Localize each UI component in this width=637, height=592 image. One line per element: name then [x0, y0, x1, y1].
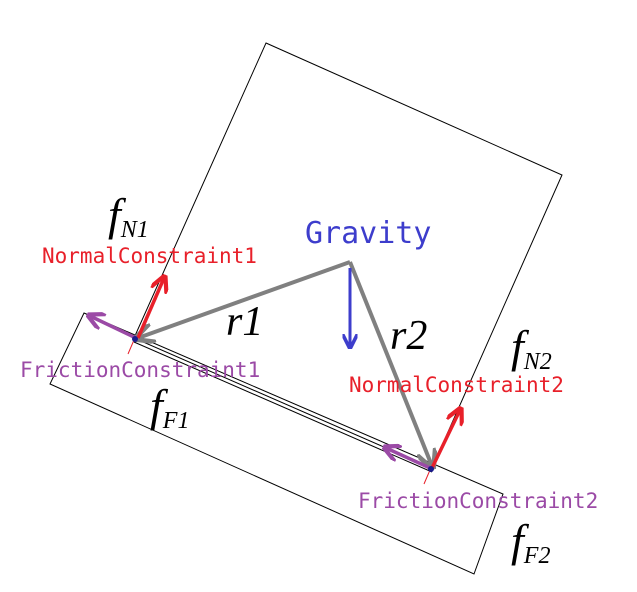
normal-arrow-1 — [136, 278, 164, 339]
symbol-fF1: fF1 — [150, 380, 189, 434]
normal-constraint-2-label: NormalConstraint2 — [349, 373, 564, 397]
symbol-fN2: fN2 — [511, 321, 552, 375]
normal-constraint-1-label: NormalConstraint1 — [42, 244, 257, 268]
friction-constraint-1-label: FrictionConstraint1 — [20, 358, 260, 382]
friction-arrow-1 — [90, 316, 137, 340]
friction-arrow-2 — [386, 448, 431, 470]
r2-label: r2 — [390, 313, 427, 359]
normal-arrow-2 — [430, 410, 460, 469]
contact-point-2 — [428, 466, 434, 472]
symbol-fN1: fN1 — [108, 189, 149, 243]
contact-point-1 — [132, 336, 138, 342]
normal-tick-2 — [423, 469, 431, 485]
symbol-fF2: fF2 — [511, 515, 550, 569]
friction-constraint-2-label: FrictionConstraint2 — [358, 489, 598, 513]
r1-label: r1 — [226, 299, 263, 345]
ground-slab — [49, 312, 504, 575]
normal-tick-1 — [127, 339, 135, 355]
lever-arm-r2 — [348, 261, 432, 466]
gravity-label: Gravity — [305, 216, 431, 251]
lever-arm-r1 — [138, 260, 351, 338]
